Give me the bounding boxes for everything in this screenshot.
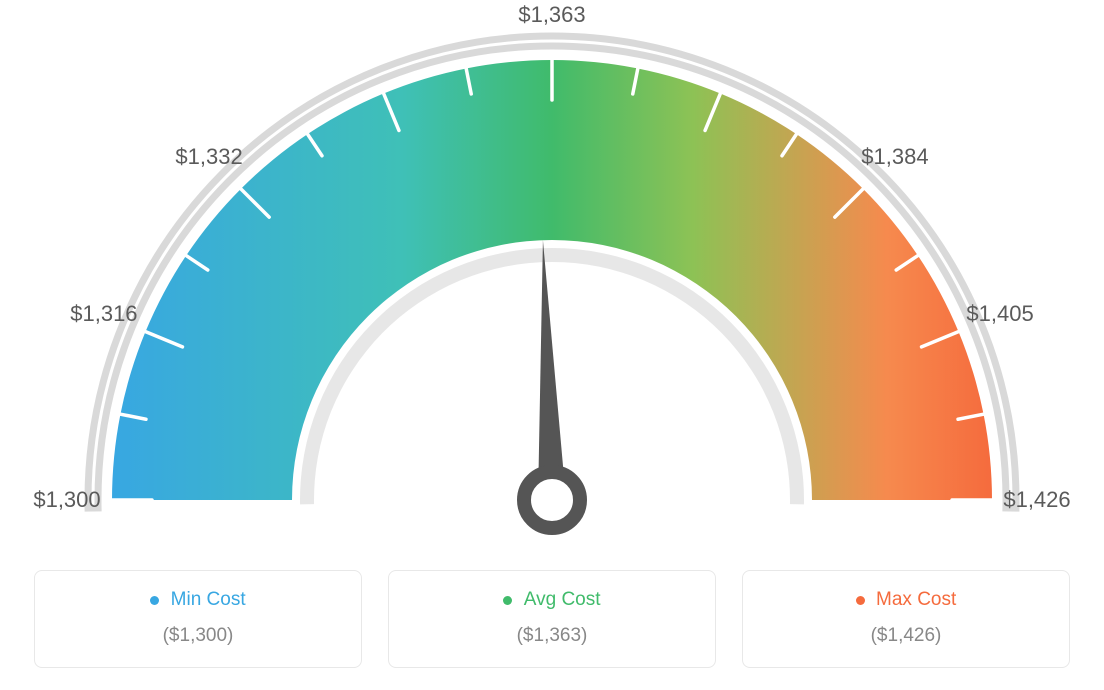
avg-cost-title: Avg Cost	[399, 589, 705, 611]
max-cost-card: Max Cost ($1,426)	[742, 570, 1070, 668]
gauge-chart: $1,300 $1,316 $1,332 $1,363 $1,384 $1,405 $1,4…	[0, 0, 1104, 560]
gauge-tick-label: $1,426	[1003, 487, 1070, 513]
avg-dot-icon	[503, 596, 512, 605]
min-cost-card: Min Cost ($1,300)	[34, 570, 362, 668]
gauge-tick-label: $1,332	[175, 144, 242, 170]
gauge-svg	[0, 0, 1104, 560]
gauge-tick-label: $1,363	[518, 2, 585, 28]
max-cost-label: Max Cost	[876, 589, 956, 610]
avg-cost-label: Avg Cost	[524, 589, 601, 610]
cost-cards: Min Cost ($1,300) Avg Cost ($1,363) Max …	[0, 570, 1104, 668]
gauge-tick-label: $1,384	[861, 144, 928, 170]
max-dot-icon	[856, 596, 865, 605]
min-cost-value: ($1,300)	[45, 625, 351, 647]
min-cost-title: Min Cost	[45, 589, 351, 611]
gauge-tick-label: $1,316	[70, 301, 137, 327]
min-cost-label: Min Cost	[171, 589, 246, 610]
avg-cost-card: Avg Cost ($1,363)	[388, 570, 716, 668]
min-dot-icon	[150, 596, 159, 605]
avg-cost-value: ($1,363)	[399, 625, 705, 647]
gauge-tick-label: $1,300	[33, 487, 100, 513]
gauge-tick-label: $1,405	[966, 301, 1033, 327]
max-cost-value: ($1,426)	[753, 625, 1059, 647]
max-cost-title: Max Cost	[753, 589, 1059, 611]
